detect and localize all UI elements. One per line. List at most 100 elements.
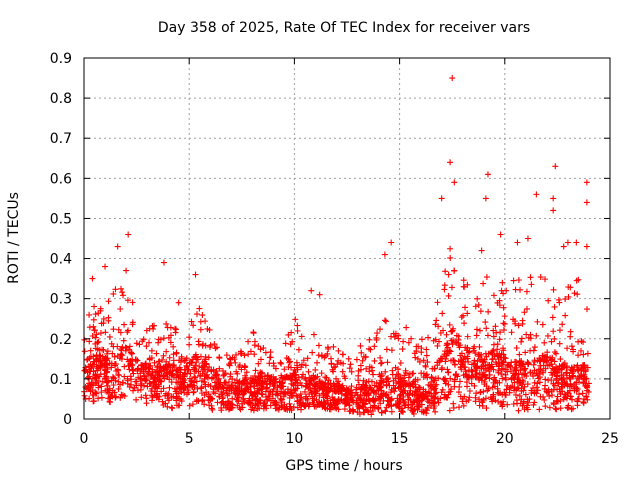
data-point — [230, 382, 237, 389]
data-point — [220, 372, 227, 379]
data-point — [81, 392, 88, 399]
data-point — [88, 379, 95, 386]
data-point — [158, 388, 165, 395]
data-point — [213, 382, 220, 389]
data-point — [91, 358, 98, 365]
data-point — [286, 358, 293, 365]
data-point — [551, 401, 557, 408]
data-point — [546, 393, 553, 400]
data-point — [366, 345, 373, 352]
y-tick-label: 0.2 — [50, 332, 72, 348]
data-point — [241, 386, 248, 393]
data-point — [301, 388, 308, 395]
data-point — [355, 372, 362, 379]
data-point — [91, 327, 98, 334]
data-point — [431, 387, 438, 394]
data-point — [515, 322, 522, 329]
data-point — [279, 380, 286, 387]
data-point — [567, 393, 574, 400]
data-point — [253, 380, 260, 387]
data-point — [540, 393, 547, 400]
data-point — [151, 388, 158, 395]
data-point — [180, 382, 187, 389]
data-point — [186, 359, 193, 366]
data-point — [583, 384, 590, 391]
data-point — [392, 330, 399, 337]
data-point — [87, 388, 94, 395]
data-point — [303, 395, 310, 402]
data-point — [249, 378, 256, 385]
data-point — [395, 375, 402, 382]
data-point — [359, 381, 366, 388]
data-point — [524, 305, 531, 312]
data-point — [114, 352, 121, 359]
data-point — [120, 337, 127, 344]
data-point — [521, 383, 528, 390]
data-point — [378, 409, 385, 416]
data-point — [550, 328, 557, 335]
data-point — [193, 397, 200, 404]
data-point — [583, 393, 590, 400]
data-point — [112, 286, 119, 293]
data-point — [255, 360, 262, 367]
data-point — [330, 343, 337, 350]
data-point — [104, 379, 111, 386]
data-point — [466, 348, 473, 355]
data-point — [210, 386, 217, 393]
data-point — [167, 364, 174, 371]
data-point — [437, 329, 444, 336]
data-point — [499, 403, 506, 410]
data-point — [442, 268, 449, 275]
data-point — [152, 368, 159, 375]
data-point — [120, 379, 127, 386]
data-point — [446, 389, 453, 396]
data-point — [420, 374, 427, 381]
data-point — [170, 373, 177, 380]
data-point — [445, 381, 452, 388]
data-point — [278, 372, 285, 379]
data-point — [557, 356, 564, 363]
data-point — [408, 335, 415, 342]
data-point — [554, 393, 561, 400]
data-point — [298, 364, 305, 371]
data-point — [94, 346, 101, 353]
data-point — [148, 347, 155, 354]
data-point — [503, 287, 510, 294]
data-point — [117, 329, 124, 336]
data-point — [172, 329, 179, 336]
data-point — [92, 334, 99, 341]
data-point — [162, 400, 169, 407]
data-point — [544, 389, 551, 396]
data-point — [103, 379, 110, 386]
data-point — [492, 323, 499, 330]
data-point — [303, 380, 310, 387]
data-point — [578, 338, 585, 345]
data-point — [213, 367, 220, 374]
data-point — [413, 348, 420, 355]
data-point — [491, 374, 498, 381]
data-point — [137, 380, 144, 387]
data-point — [483, 374, 490, 381]
data-point — [476, 376, 483, 383]
data-point — [456, 383, 463, 390]
data-point — [502, 355, 509, 362]
data-point — [514, 385, 521, 392]
data-point — [418, 349, 425, 356]
data-point — [192, 353, 199, 360]
data-point — [243, 369, 250, 376]
data-point — [225, 399, 232, 406]
data-point — [444, 366, 451, 373]
data-point — [265, 393, 272, 400]
data-point — [553, 406, 560, 413]
data-point — [329, 366, 336, 373]
data-point — [256, 397, 263, 404]
data-point — [393, 371, 400, 378]
data-point — [282, 340, 289, 347]
data-point — [151, 359, 158, 366]
data-point — [528, 387, 535, 394]
data-point — [257, 380, 264, 387]
data-point — [405, 401, 412, 408]
data-point — [373, 383, 380, 390]
data-point — [155, 372, 162, 379]
data-point — [167, 332, 174, 339]
